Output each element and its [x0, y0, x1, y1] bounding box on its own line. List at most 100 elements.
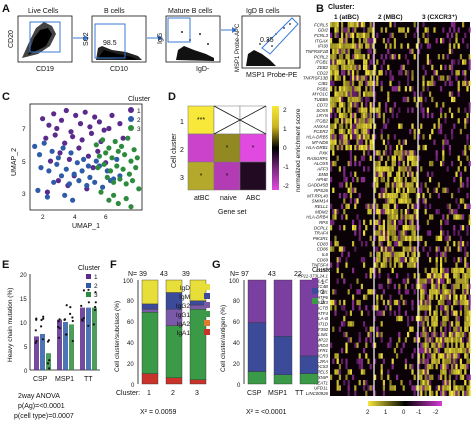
heatmap-cell — [349, 91, 352, 97]
umap-point-cluster-2 — [46, 168, 52, 174]
heatmap-cell — [374, 48, 377, 55]
heatmap-cell — [453, 257, 456, 263]
heatmap-cell — [382, 379, 385, 386]
heatmap-cell — [464, 107, 467, 113]
heatmap-cell — [332, 134, 335, 140]
stats-line: p(cell type)=0.0007 — [14, 413, 74, 420]
heatmap-cell — [380, 230, 383, 236]
heatmap-cell — [459, 385, 462, 391]
heatmap-cell — [442, 390, 445, 396]
heatmap-cell — [396, 86, 399, 92]
heatmap-cell — [343, 107, 346, 113]
heatmap-cell — [349, 187, 352, 193]
heatmap-cell — [457, 283, 460, 290]
heatmap-cell — [345, 214, 348, 220]
heatmap-cell — [382, 289, 385, 295]
heatmap-cell — [442, 155, 445, 161]
heatmap-cell — [409, 155, 412, 161]
heatmap-cell — [407, 209, 410, 215]
heatmap-cell — [363, 123, 366, 129]
heatmap-cell — [334, 48, 337, 55]
umap-point-cluster-1 — [40, 116, 46, 122]
heatmap-cell — [360, 283, 363, 290]
heatmap-cell — [382, 262, 385, 268]
heatmap-cell — [369, 331, 372, 338]
heatmap-cell — [404, 235, 407, 242]
heatmap-cell — [369, 123, 372, 129]
heatmap-cell — [409, 363, 412, 370]
heatmap-cell — [418, 363, 421, 370]
heatmap-cell — [332, 43, 335, 49]
heatmap-cell — [411, 155, 414, 161]
heatmap-cell — [354, 118, 357, 124]
heatmap-cell — [387, 278, 390, 284]
heatmap-cell — [400, 235, 403, 242]
heatmap-cell — [429, 299, 432, 306]
heatmap-cell — [367, 331, 370, 338]
heatmap-cell — [338, 107, 341, 113]
heatmap-cell — [378, 219, 381, 226]
heatmap-cell — [360, 358, 363, 364]
heatmap-cell — [360, 75, 363, 81]
heatmap-cell — [398, 337, 401, 343]
heatmap-cell — [341, 347, 344, 354]
heatmap-cell — [382, 123, 385, 129]
heatmap-cell — [464, 203, 467, 209]
heatmap-cell — [451, 310, 454, 316]
umap-point-cluster-1 — [117, 121, 123, 127]
heatmap-cell — [356, 86, 359, 92]
heatmap-cell — [442, 251, 445, 258]
heatmap-cell — [347, 59, 350, 65]
heatmap-cell — [378, 107, 381, 113]
heatmap-cell — [352, 96, 355, 103]
heatmap-cell — [338, 299, 341, 306]
heatmap-cell — [426, 32, 429, 39]
gene-label: APHE — [315, 177, 328, 182]
heatmap-cell — [332, 80, 335, 87]
heatmap-cell — [402, 166, 405, 172]
heatmap-cell — [409, 235, 412, 242]
heatmap-cell — [429, 230, 432, 236]
heatmap-cell — [356, 118, 359, 124]
umap-point-cluster-2 — [114, 156, 120, 162]
heatmap-cell — [334, 64, 337, 71]
heatmap-cell — [398, 219, 401, 226]
heatmap-cell — [435, 246, 438, 252]
heatmap-cell — [367, 166, 370, 172]
stacked-segment-3 — [273, 374, 293, 385]
heatmap-cell — [448, 150, 451, 156]
heatmap-cell — [444, 64, 447, 71]
heatmap-cell — [433, 70, 436, 76]
heatmap-cell — [455, 283, 458, 290]
umap-point-cluster-1 — [88, 130, 95, 136]
heatmap-cell — [371, 144, 374, 151]
heatmap-cell — [444, 310, 447, 316]
heatmap-cell — [336, 385, 339, 391]
mutation-dot — [34, 341, 37, 344]
heatmap-cell — [338, 102, 341, 108]
umap-point-cluster-3 — [109, 155, 115, 161]
heatmap-cell — [354, 27, 357, 33]
heatmap-cell — [413, 262, 416, 268]
heatmap-cell — [448, 144, 451, 151]
heatmap-cell — [440, 289, 443, 295]
heatmap-cell — [374, 374, 377, 380]
heatmap-cell — [391, 86, 394, 92]
heatmap-cell — [459, 337, 462, 343]
cluster-label-3: 3 (CXCR3⁺) — [422, 14, 457, 21]
heatmap-cell — [385, 187, 388, 193]
heatmap-cell — [396, 299, 399, 306]
heatmap-cell — [354, 134, 357, 140]
umap-point-cluster-3 — [103, 150, 109, 156]
heatmap-cell — [466, 342, 469, 348]
heatmap-cell — [345, 38, 348, 44]
heatmap-cell — [435, 257, 438, 263]
heatmap-cell — [407, 251, 410, 258]
heatmap-cell — [462, 331, 465, 338]
umap-point-cluster-3 — [95, 165, 101, 171]
heatmap-cell — [389, 43, 392, 49]
row-label: 2 — [180, 147, 184, 154]
heatmap-cell — [418, 337, 421, 343]
heatmap-cell — [343, 86, 346, 92]
heatmap-cell — [431, 353, 434, 359]
